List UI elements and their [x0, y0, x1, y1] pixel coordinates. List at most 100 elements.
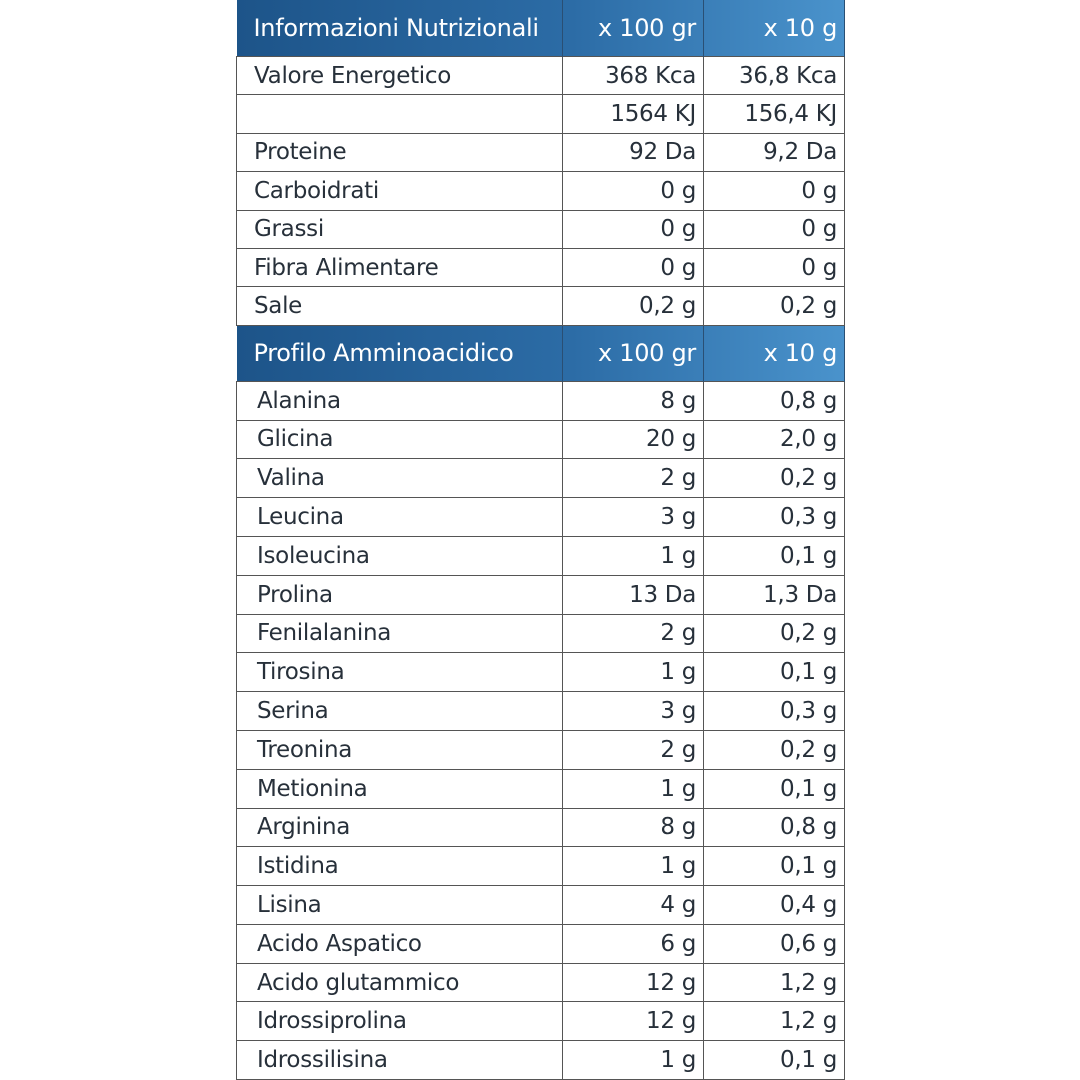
row-value-10g: 0,2 g	[703, 286, 845, 326]
row-name: Proteine	[236, 132, 563, 173]
table-row: Glicina 20 g 2,0 g	[236, 419, 845, 460]
row-name: Fibra Alimentare	[236, 247, 563, 288]
table-row: Idrossiprolina 12 g 1,2 g	[236, 1001, 845, 1042]
row-name: Glicina	[236, 419, 563, 460]
table-row: Treonina 2 g 0,2 g	[236, 729, 845, 770]
table-row: Metionina 1 g 0,1 g	[236, 768, 845, 809]
row-name: Isoleucina	[236, 535, 563, 576]
row-value-100g: 1 g	[562, 846, 704, 887]
row-value-100g: 2 g	[562, 729, 704, 770]
row-name: Alanina	[236, 380, 563, 421]
row-value-10g: 0 g	[703, 247, 845, 288]
row-value-100g: 12 g	[562, 962, 704, 1003]
row-value-100g: 1 g	[562, 1040, 704, 1080]
row-value-100g: 1564 KJ	[562, 94, 704, 134]
row-name: Carboidrati	[236, 171, 563, 211]
row-value-100g: 8 g	[562, 380, 704, 421]
row-value-10g: 0,1 g	[703, 846, 845, 887]
header-label: Informazioni Nutrizionali	[236, 0, 563, 57]
row-name: Arginina	[236, 807, 563, 848]
table-row: Fenilalanina 2 g 0,2 g	[236, 613, 845, 654]
row-name: Idrossilisina	[236, 1040, 563, 1080]
table-row: Lisina 4 g 0,4 g	[236, 885, 845, 925]
row-name: Prolina	[236, 574, 563, 615]
table-row: Idrossilisina 1 g 0,1 g	[236, 1040, 845, 1080]
row-value-10g: 0,1 g	[703, 535, 845, 576]
table-row: Leucina 3 g 0,3 g	[236, 497, 845, 537]
row-value-10g: 2,0 g	[703, 419, 845, 460]
row-name: Metionina	[236, 768, 563, 809]
row-value-10g: 9,2 Da	[703, 132, 845, 173]
row-value-100g: 3 g	[562, 691, 704, 731]
row-value-100g: 4 g	[562, 885, 704, 925]
row-value-100g: 0 g	[562, 247, 704, 288]
row-value-100g: 2 g	[562, 613, 704, 654]
header-col-100g: x 100 gr	[562, 325, 704, 382]
row-value-100g: 20 g	[562, 419, 704, 460]
row-name: Tirosina	[236, 652, 563, 693]
row-value-10g: 0,2 g	[703, 729, 845, 770]
row-value-10g: 0,3 g	[703, 691, 845, 731]
table-row: Prolina 13 Da 1,3 Da	[236, 574, 845, 615]
row-value-100g: 3 g	[562, 497, 704, 537]
row-name: Fenilalanina	[236, 613, 563, 654]
row-value-10g: 1,2 g	[703, 1001, 845, 1042]
row-value-10g: 0,6 g	[703, 923, 845, 964]
row-name: Treonina	[236, 729, 563, 770]
table-row: Sale 0,2 g 0,2 g	[236, 286, 845, 326]
row-value-10g: 0 g	[703, 171, 845, 211]
row-name: Valore Energetico	[236, 55, 563, 96]
table-row: Arginina 8 g 0,8 g	[236, 807, 845, 848]
row-value-10g: 0,8 g	[703, 380, 845, 421]
table-row: Tirosina 1 g 0,1 g	[236, 652, 845, 693]
row-name: Valina	[236, 458, 563, 499]
row-value-10g: 0,1 g	[703, 652, 845, 693]
row-value-10g: 0 g	[703, 209, 845, 249]
row-value-10g: 1,3 Da	[703, 574, 845, 615]
amino-header-row: Profilo Amminoacidico x 100 gr x 10 g	[236, 325, 845, 382]
row-name: Serina	[236, 691, 563, 731]
row-value-100g: 8 g	[562, 807, 704, 848]
row-value-100g: 368 Kca	[562, 55, 704, 96]
row-value-100g: 13 Da	[562, 574, 704, 615]
table-row: Acido glutammico 12 g 1,2 g	[236, 962, 845, 1003]
header-col-100g: x 100 gr	[562, 0, 704, 57]
table-row: Valore Energetico 368 Kca 36,8 Kca	[236, 55, 845, 96]
row-value-10g: 0,1 g	[703, 1040, 845, 1080]
header-col-10g: x 10 g	[703, 325, 845, 382]
row-name: Istidina	[236, 846, 563, 887]
row-value-10g: 0,3 g	[703, 497, 845, 537]
row-value-100g: 0 g	[562, 209, 704, 249]
row-value-100g: 0 g	[562, 171, 704, 211]
row-value-10g: 0,1 g	[703, 768, 845, 809]
header-label: Profilo Amminoacidico	[236, 325, 563, 382]
row-value-10g: 0,8 g	[703, 807, 845, 848]
row-name: Acido Aspatico	[236, 923, 563, 964]
table-row: Istidina 1 g 0,1 g	[236, 846, 845, 887]
row-value-100g: 0,2 g	[562, 286, 704, 326]
row-value-10g: 0,4 g	[703, 885, 845, 925]
row-value-100g: 2 g	[562, 458, 704, 499]
table-row: Serina 3 g 0,3 g	[236, 691, 845, 731]
table-row: 1564 KJ 156,4 KJ	[236, 94, 845, 134]
row-value-10g: 36,8 Kca	[703, 55, 845, 96]
row-value-100g: 1 g	[562, 768, 704, 809]
row-value-10g: 156,4 KJ	[703, 94, 845, 134]
row-value-10g: 0,2 g	[703, 613, 845, 654]
table-row: Valina 2 g 0,2 g	[236, 458, 845, 499]
row-name: Lisina	[236, 885, 563, 925]
nutrition-header-row: Informazioni Nutrizionali x 100 gr x 10 g	[236, 0, 845, 57]
table-row: Isoleucina 1 g 0,1 g	[236, 535, 845, 576]
header-col-10g: x 10 g	[703, 0, 845, 57]
row-name	[236, 94, 563, 134]
row-name: Leucina	[236, 497, 563, 537]
row-name: Idrossiprolina	[236, 1001, 563, 1042]
table-row: Acido Aspatico 6 g 0,6 g	[236, 923, 845, 964]
row-value-100g: 6 g	[562, 923, 704, 964]
row-value-100g: 1 g	[562, 652, 704, 693]
row-name: Acido glutammico	[236, 962, 563, 1003]
